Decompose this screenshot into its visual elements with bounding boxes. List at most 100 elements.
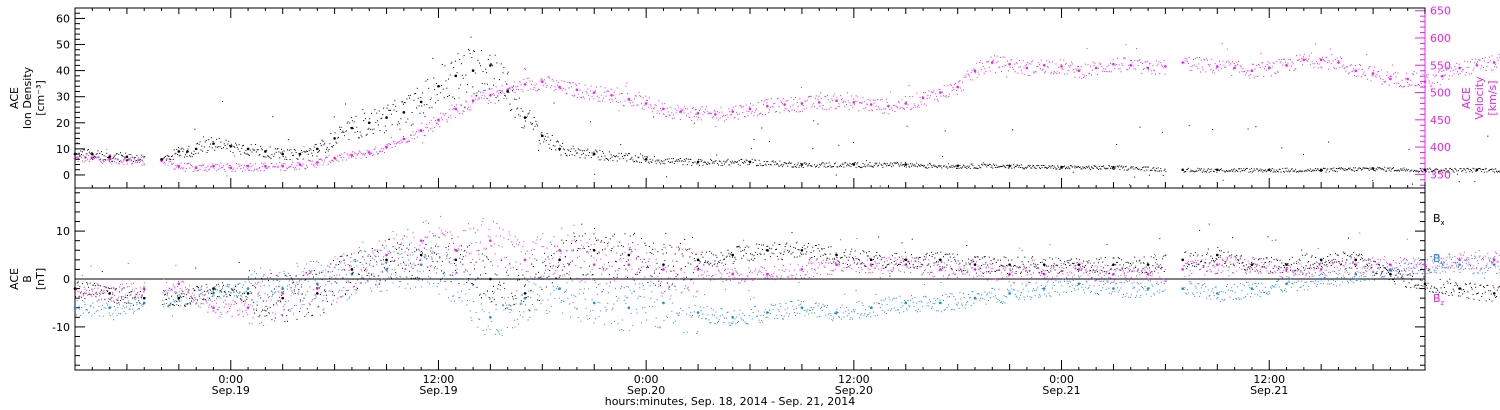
density-sample: [196, 143, 198, 145]
velocity-sample: [1227, 60, 1229, 62]
velocity-sample: [256, 168, 258, 170]
by-sample: [378, 282, 380, 284]
velocity-sample: [914, 105, 916, 107]
density-sample: [692, 162, 693, 164]
density-sample: [336, 142, 338, 144]
density-sample: [479, 62, 481, 64]
density-sample: [564, 153, 566, 154]
velocity-sample: [667, 111, 669, 113]
velocity-sample: [545, 86, 547, 88]
by-sample: [433, 283, 435, 284]
density-sample: [659, 161, 661, 163]
density-sample: [790, 162, 792, 164]
by-sample: [461, 290, 462, 292]
by-sample: [318, 262, 320, 264]
velocity-sample: [752, 104, 754, 106]
by-sample: [604, 306, 606, 308]
by-sample: [112, 313, 114, 315]
density-sample: [480, 65, 481, 67]
by-sample: [740, 317, 742, 319]
by-sample: [164, 303, 166, 305]
density-sample: [293, 149, 295, 150]
by-sample: [584, 298, 586, 300]
density-sample: [668, 158, 670, 160]
velocity-sample: [653, 107, 655, 109]
density-sample: [1321, 170, 1323, 172]
by-sample: [264, 279, 266, 281]
velocity-sample: [1161, 65, 1163, 67]
density-sample: [1045, 166, 1047, 168]
by-sample: [1117, 291, 1119, 293]
density-sample: [1084, 168, 1086, 170]
by-sample: [889, 299, 891, 301]
velocity-sample: [399, 143, 401, 145]
velocity-sample: [945, 94, 947, 96]
by-sample: [666, 317, 668, 318]
density-point: [419, 100, 423, 104]
density-sample: [544, 135, 546, 137]
density-sample: [1152, 167, 1154, 169]
density-sample: [1024, 168, 1026, 170]
by-sample: [911, 295, 912, 297]
by-point: [1458, 263, 1461, 266]
density-sample: [666, 176, 668, 178]
density-sample: [943, 165, 945, 167]
by-sample: [422, 270, 424, 272]
density-sample: [253, 149, 255, 151]
by-sample: [184, 303, 186, 305]
by-sample: [995, 297, 997, 299]
density-sample: [948, 163, 950, 165]
density-sample: [1260, 170, 1262, 172]
velocity-sample: [1365, 74, 1367, 76]
by-sample: [833, 312, 835, 314]
by-sample: [998, 288, 1000, 290]
velocity-sample: [1393, 82, 1395, 84]
by-sample: [898, 309, 899, 311]
velocity-sample: [82, 154, 84, 156]
density-sample: [812, 148, 814, 150]
velocity-sample: [1143, 68, 1145, 70]
velocity-sample: [866, 103, 868, 105]
velocity-sample: [473, 93, 475, 95]
density-sample: [1133, 168, 1135, 170]
velocity-sample: [391, 147, 393, 148]
velocity-sample: [924, 92, 926, 94]
density-sample: [917, 164, 919, 166]
velocity-sample: [1147, 60, 1149, 62]
density-sample: [1492, 170, 1494, 172]
velocity-sample: [950, 85, 952, 86]
by-sample: [244, 281, 246, 283]
by-sample: [1056, 278, 1058, 280]
by-sample: [1133, 286, 1135, 288]
velocity-sample: [247, 168, 249, 170]
by-point: [246, 287, 250, 290]
velocity-sample: [641, 107, 643, 109]
velocity-sample: [795, 111, 797, 113]
velocity-sample: [76, 156, 78, 158]
density-sample: [1271, 169, 1272, 171]
density-sample: [1316, 168, 1318, 170]
by-sample: [640, 295, 642, 297]
density-sample: [332, 146, 333, 148]
velocity-sample: [424, 135, 426, 137]
density-sample: [263, 156, 265, 158]
density-sample: [418, 105, 420, 107]
density-sample: [511, 109, 513, 111]
velocity-sample: [1231, 75, 1233, 76]
by-sample: [827, 305, 828, 306]
velocity-sample: [1339, 66, 1341, 68]
density-sample: [1141, 169, 1143, 171]
by-sample: [824, 305, 826, 307]
by-sample: [1078, 276, 1080, 278]
by-sample: [843, 316, 845, 318]
density-sample: [1415, 171, 1417, 173]
velocity-sample: [470, 109, 472, 111]
density-point: [558, 147, 561, 151]
velocity-sample: [821, 97, 822, 99]
velocity-sample: [489, 88, 491, 90]
velocity-sample: [934, 99, 936, 101]
velocity-sample: [1232, 68, 1234, 70]
velocity-sample: [799, 98, 801, 100]
velocity-sample: [1248, 75, 1250, 76]
density-sample: [584, 157, 586, 159]
